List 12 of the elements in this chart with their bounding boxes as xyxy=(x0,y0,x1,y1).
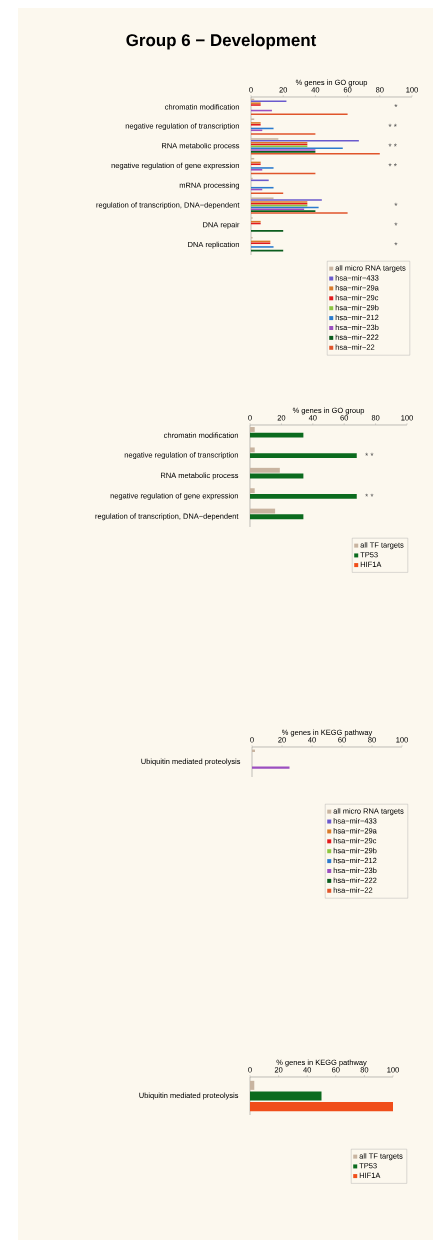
bar xyxy=(250,432,304,438)
bar xyxy=(250,1091,322,1101)
bar xyxy=(250,1080,255,1090)
bar xyxy=(250,493,357,499)
bar xyxy=(250,467,280,473)
bar xyxy=(250,1102,393,1112)
bar xyxy=(250,453,357,459)
chart-title: Group 6 − Development xyxy=(126,33,317,50)
bar xyxy=(250,427,255,432)
bar xyxy=(250,447,255,453)
bar xyxy=(250,514,304,520)
bar xyxy=(250,488,255,494)
